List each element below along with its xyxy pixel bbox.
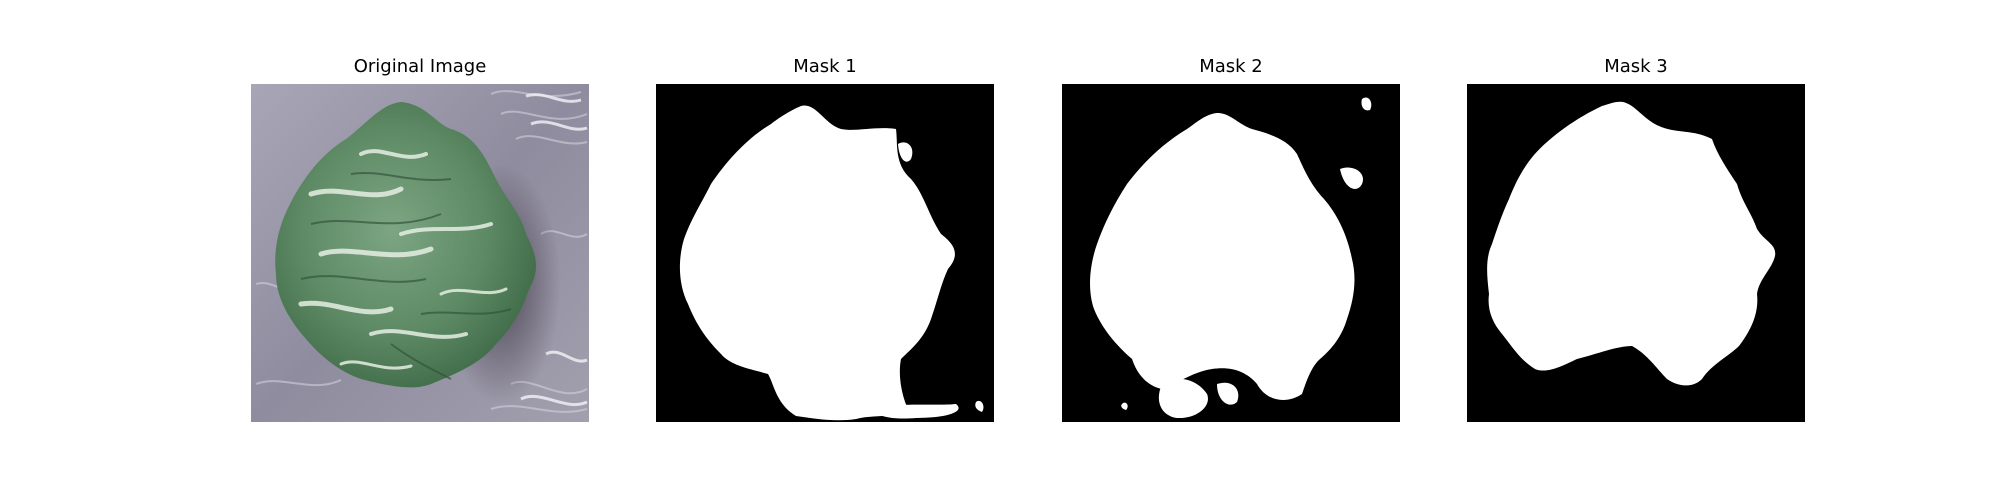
panel-title: Mask 3 — [1604, 56, 1668, 77]
mask-1-image — [656, 84, 994, 422]
mask-3-image — [1467, 84, 1805, 422]
panel-title: Mask 2 — [1199, 56, 1263, 77]
panel-title: Mask 1 — [793, 56, 857, 77]
panel-title: Original Image — [353, 56, 487, 77]
original-image — [251, 84, 589, 422]
mask-2-image — [1062, 84, 1400, 422]
